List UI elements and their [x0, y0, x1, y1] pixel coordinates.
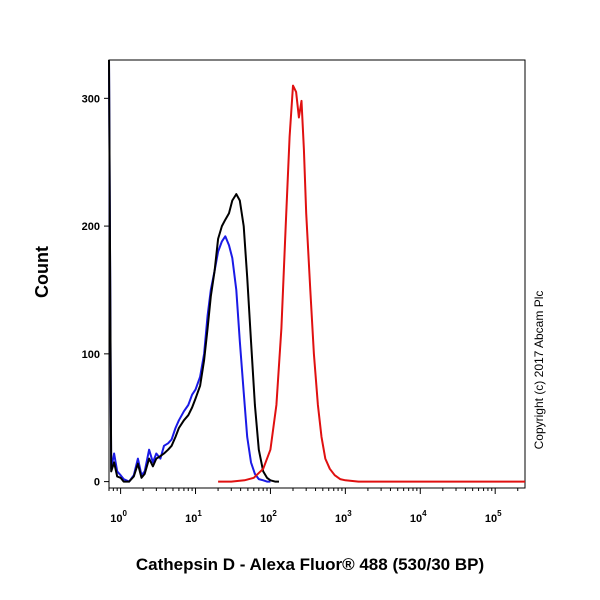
x-tick-base: 10 [485, 513, 497, 525]
x-tick-base: 10 [110, 513, 122, 525]
copyright-notice: Copyright (c) 2017 Abcam Plc [532, 291, 546, 450]
x-tick-exponent: 5 [497, 509, 502, 518]
series-layer [108, 59, 525, 483]
y-axis-title: Count [32, 246, 52, 298]
x-tick-exponent: 0 [123, 509, 128, 518]
x-axis-title: Cathepsin D - Alexa Fluor® 488 (530/30 B… [136, 555, 484, 574]
y-axis: 0 100 200 300 [82, 93, 109, 489]
y-tick-label: 200 [82, 221, 100, 233]
x-tick-label: 104 [410, 509, 427, 525]
x-tick-exponent: 3 [347, 509, 352, 518]
x-tick-label: 100 [110, 509, 127, 525]
plot-frame [108, 59, 526, 489]
x-tick-exponent: 1 [197, 509, 202, 518]
x-tick-base: 10 [185, 513, 197, 525]
x-tick-base: 10 [410, 513, 422, 525]
x-tick-label: 105 [485, 509, 502, 525]
x-tick-exponent: 2 [272, 509, 277, 518]
x-tick-label: 101 [185, 509, 202, 525]
x-tick-exponent: 4 [422, 509, 427, 518]
x-tick-label: 102 [260, 509, 277, 525]
histogram-line-2 [108, 59, 279, 483]
x-tick-base: 10 [260, 513, 272, 525]
y-tick-label: 100 [82, 349, 100, 361]
x-tick-label: 103 [335, 509, 352, 525]
histogram-line-3 [218, 84, 525, 483]
y-tick-label: 0 [94, 477, 100, 489]
x-axis: 100 101 102 103 104 105 [108, 488, 519, 525]
x-tick-base: 10 [335, 513, 347, 525]
y-tick-label: 300 [82, 93, 100, 105]
